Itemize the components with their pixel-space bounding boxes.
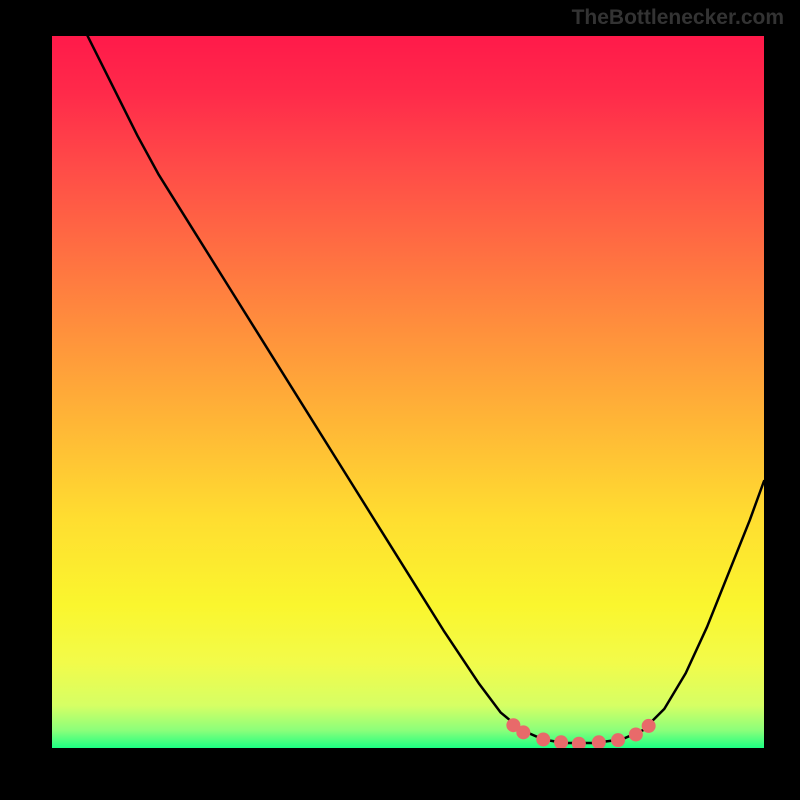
plot-area [52, 36, 764, 748]
marker-point [554, 735, 568, 748]
bottleneck-curve [88, 36, 764, 743]
marker-point [642, 719, 656, 733]
marker-point [611, 733, 625, 747]
marker-point [536, 732, 550, 746]
curve-layer [52, 36, 764, 748]
marker-point [592, 735, 606, 748]
marker-point [629, 727, 643, 741]
watermark-text: TheBottlenecker.com [572, 6, 784, 30]
marker-point [572, 737, 586, 748]
marker-point [516, 725, 530, 739]
marker-group [506, 718, 655, 748]
